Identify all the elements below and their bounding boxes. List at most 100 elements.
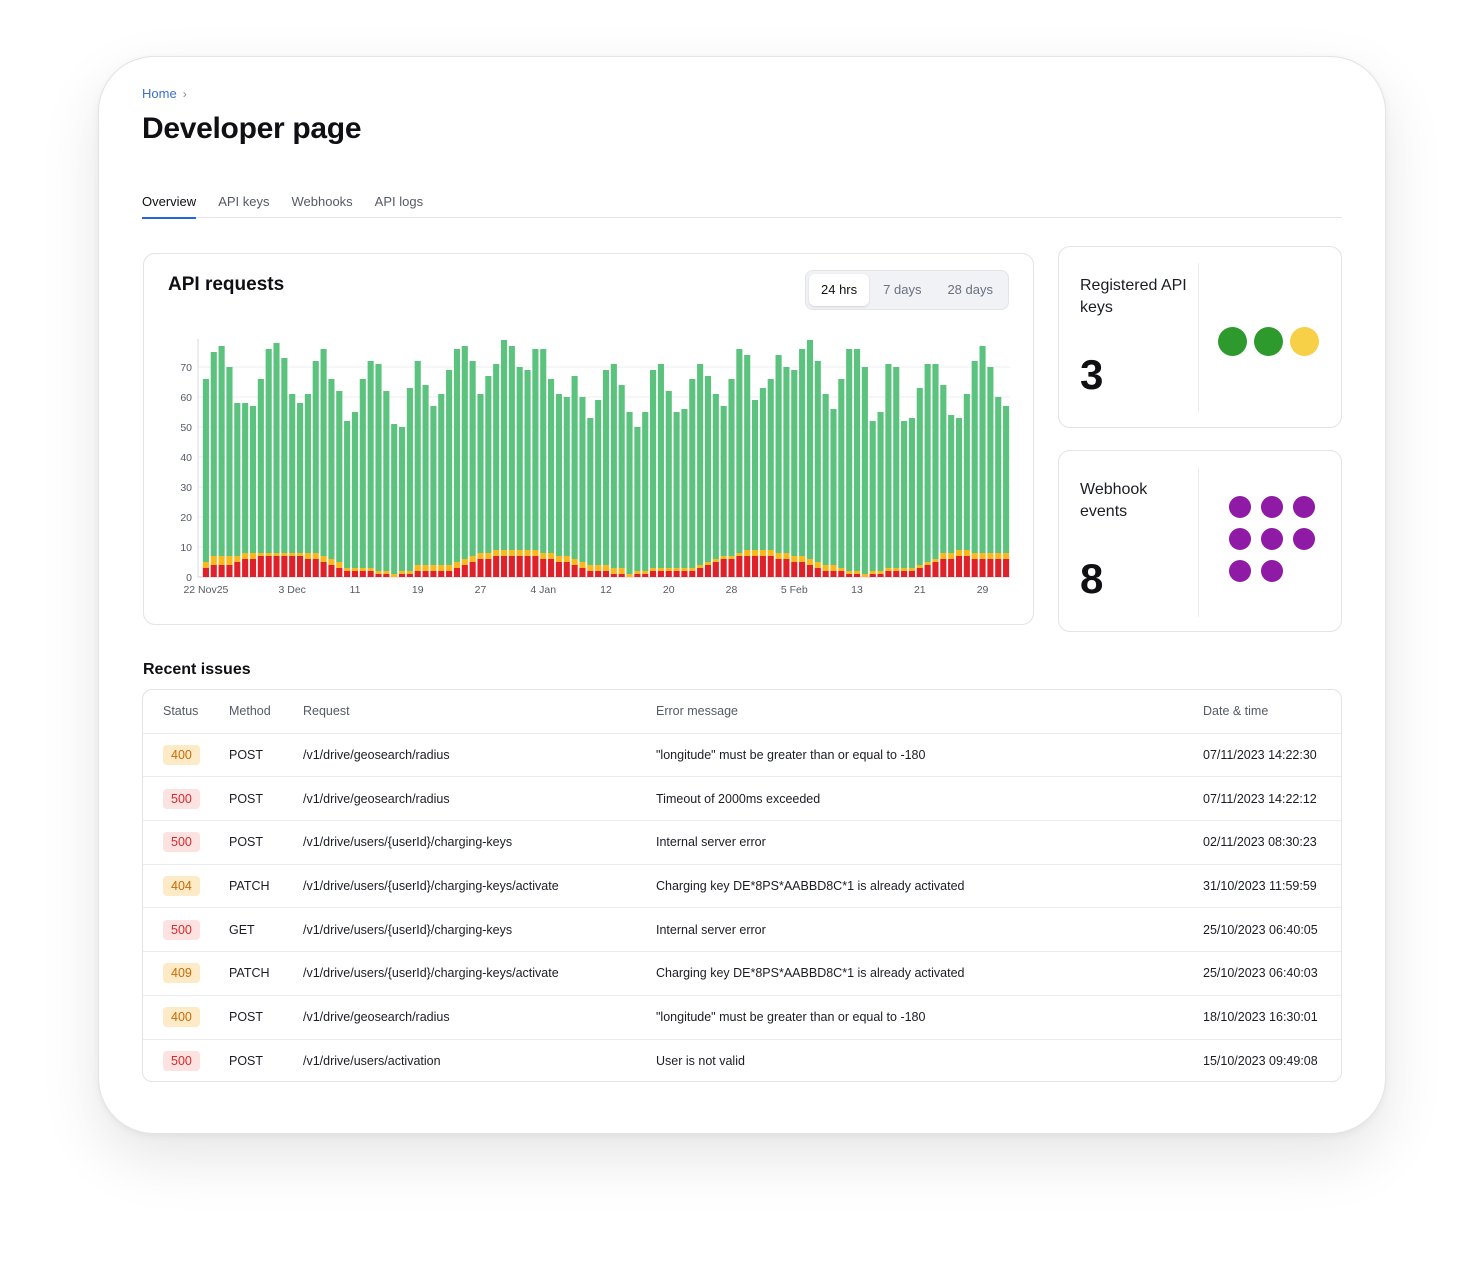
bar-success <box>281 358 288 553</box>
bar-client-error <box>979 553 986 559</box>
bar-server-error <box>312 559 319 577</box>
table-row[interactable]: 404 PATCH/v1/drive/users/{userId}/chargin… <box>143 865 1341 909</box>
bar-success <box>383 391 390 571</box>
request-cell: /v1/drive/users/{userId}/charging-keys <box>303 922 513 937</box>
bar-server-error <box>249 559 257 577</box>
x-tick-label: 3 Dec <box>278 584 305 596</box>
tab-overview[interactable]: Overview <box>142 192 197 219</box>
tab-webhooks[interactable]: Webhooks <box>291 194 353 209</box>
bar-client-error <box>320 556 327 562</box>
tab-bar: Overview API keys Webhooks API logs <box>142 192 1342 219</box>
bar-server-error <box>728 559 735 577</box>
bar-server-error <box>289 556 296 577</box>
bar-client-error <box>618 568 625 574</box>
bar-client-error <box>846 571 853 574</box>
column-header-error[interactable]: Error message <box>656 704 738 719</box>
x-tick-label: 19 <box>412 584 424 596</box>
bar-success <box>296 403 304 553</box>
bar-server-error <box>430 571 437 577</box>
registered-keys-card[interactable]: Registered API keys 3 <box>1058 246 1342 428</box>
date-time-cell: 18/10/2023 16:30:01 <box>1203 1010 1318 1025</box>
bar-server-error <box>398 574 406 577</box>
webhook-events-count: 8 <box>1080 555 1104 602</box>
table-row[interactable]: 400 POST/v1/drive/geosearch/radius "longit… <box>143 996 1341 1040</box>
bar-success <box>563 397 570 556</box>
bar-success <box>775 355 782 553</box>
api-key-dot <box>1254 327 1283 356</box>
bar-server-error <box>493 556 500 577</box>
tab-api-logs[interactable]: API logs <box>374 194 424 209</box>
table-row[interactable]: 500 POST/v1/drive/geosearch/radius Timeout… <box>143 777 1341 822</box>
method-cell: GET <box>229 922 255 937</box>
bar-client-error <box>940 553 947 559</box>
bar-client-error <box>375 571 382 574</box>
bar-client-error <box>391 574 398 577</box>
bar-server-error <box>587 571 594 577</box>
bar-success <box>524 370 531 550</box>
bar-server-error <box>477 559 484 577</box>
bar-client-error <box>783 553 790 559</box>
bar-client-error <box>383 571 390 574</box>
bar-client-error <box>987 553 994 559</box>
bar-success <box>406 388 413 571</box>
bar-success <box>548 379 555 553</box>
bar-success <box>712 394 719 559</box>
bar-success <box>320 349 327 556</box>
bar-success <box>626 412 633 574</box>
bar-server-error <box>296 556 304 577</box>
bar-server-error <box>281 556 288 577</box>
breadcrumb: Home › <box>142 86 187 101</box>
table-row[interactable]: 500 POST/v1/drive/users/{userId}/charging… <box>143 821 1341 865</box>
x-tick-label: 5 Feb <box>781 584 808 596</box>
bar-client-error <box>359 568 366 571</box>
bar-server-error <box>634 574 641 577</box>
bar-server-error <box>351 571 359 577</box>
status-badge: 400 <box>163 1007 200 1028</box>
range-24-hrs-button[interactable]: 24 hrs <box>809 274 870 306</box>
range-7-days-button[interactable]: 7 days <box>883 282 922 297</box>
bar-client-error <box>446 565 453 571</box>
breadcrumb-home-link[interactable]: Home <box>142 86 177 101</box>
bar-server-error <box>226 565 233 577</box>
bar-client-error <box>587 565 594 571</box>
bar-success <box>689 379 696 568</box>
table-row[interactable]: 500 GET/v1/drive/users/{userId}/charging-… <box>143 908 1341 953</box>
bar-client-error <box>736 553 743 556</box>
bar-server-error <box>791 562 798 577</box>
error-message-cell: Internal server error <box>656 835 766 850</box>
column-header-method[interactable]: Method <box>229 704 271 719</box>
tab-api-keys[interactable]: API keys <box>218 194 270 209</box>
status-cell: 409 <box>163 952 200 995</box>
bar-server-error <box>265 556 272 577</box>
bar-server-error <box>516 556 523 577</box>
table-row[interactable]: 409 PATCH/v1/drive/users/{userId}/chargin… <box>143 952 1341 996</box>
bar-client-error <box>430 565 437 571</box>
bar-success <box>744 355 751 550</box>
bar-success <box>877 412 884 571</box>
webhook-events-card[interactable]: Webhook events 8 <box>1058 450 1342 632</box>
bar-server-error <box>759 556 766 577</box>
bar-success <box>948 415 955 553</box>
bar-success <box>610 364 617 568</box>
bar-client-error <box>806 559 814 565</box>
range-28-days-button[interactable]: 28 days <box>947 282 993 297</box>
bar-client-error <box>869 571 876 574</box>
column-header-request[interactable]: Request <box>303 704 350 719</box>
bar-success <box>799 349 806 556</box>
bar-success <box>508 346 515 550</box>
bar-server-error <box>202 568 209 577</box>
table-row[interactable]: 500 POST/v1/drive/users/activation User is… <box>143 1040 1341 1082</box>
column-header-date[interactable]: Date & time <box>1203 704 1269 719</box>
table-row[interactable]: 400 POST/v1/drive/geosearch/radius "longit… <box>143 734 1341 778</box>
bar-client-error <box>218 556 225 565</box>
column-header-status[interactable]: Status <box>163 704 199 719</box>
bar-server-error <box>610 574 617 577</box>
status-cell: 500 <box>163 777 200 820</box>
bar-server-error <box>571 565 578 577</box>
date-time-cell: 31/10/2023 11:59:59 <box>1203 879 1317 894</box>
bar-client-error <box>673 568 680 571</box>
bar-server-error <box>924 565 931 577</box>
bar-success <box>806 340 814 559</box>
bar-server-error <box>328 565 335 577</box>
request-cell: /v1/drive/geosearch/radius <box>303 791 450 806</box>
